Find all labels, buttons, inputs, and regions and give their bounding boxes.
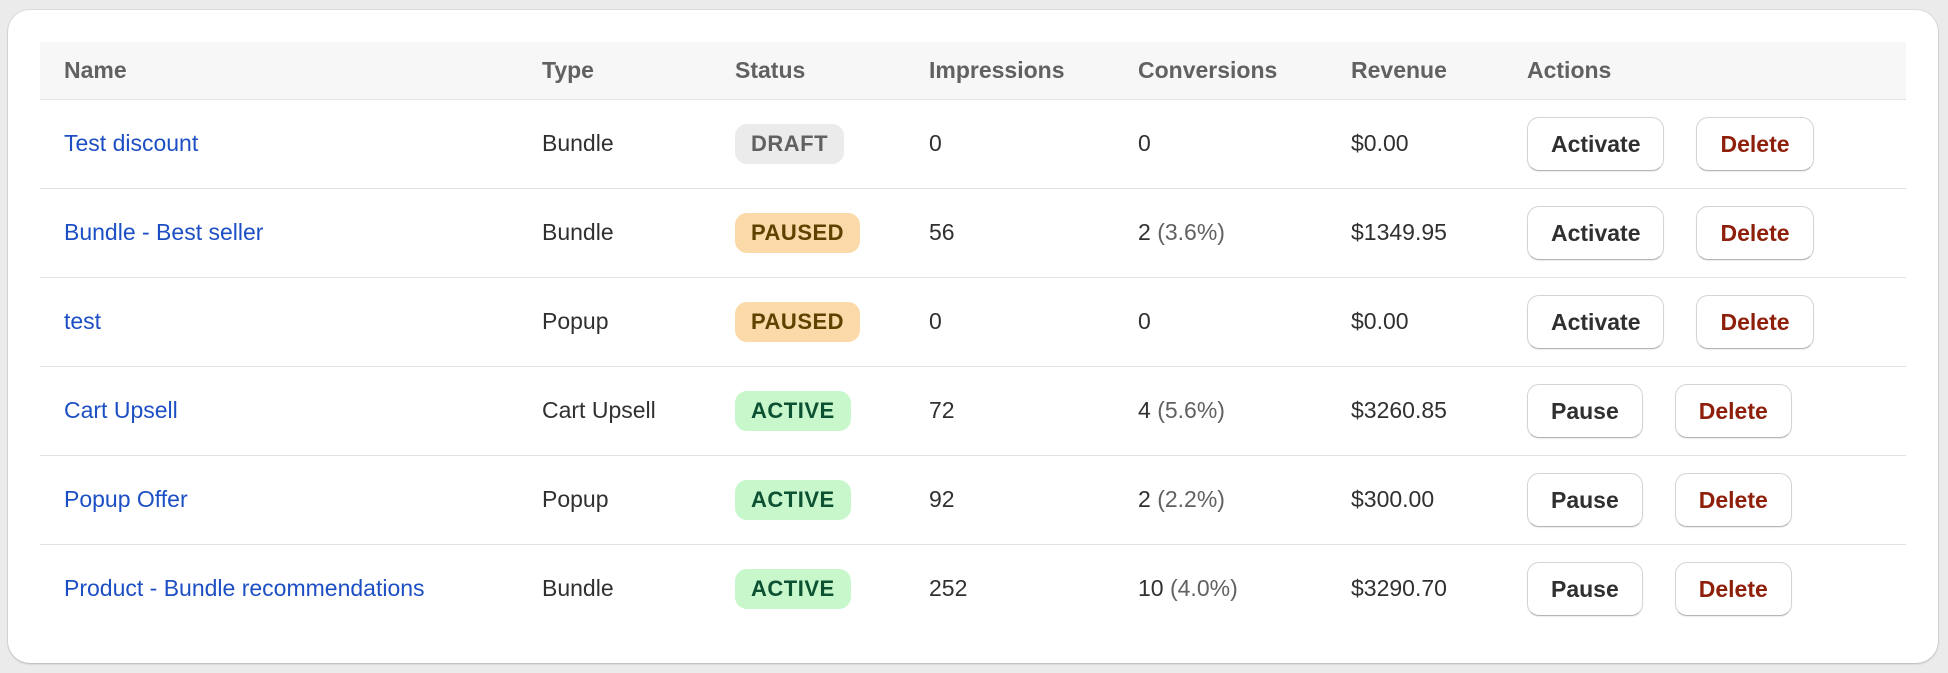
impressions-value: 0 — [929, 277, 1138, 367]
conversion-rate: (3.6%) — [1157, 219, 1225, 245]
conversions-cell: 10 (4.0%) — [1138, 544, 1351, 633]
table-row: Test discount Bundle DRAFT 0 0 $0.00 Act… — [40, 99, 1906, 189]
campaign-name-link[interactable]: Bundle - Best seller — [64, 219, 264, 245]
activate-button[interactable]: Activate — [1527, 116, 1665, 171]
conversions-cell: 2 (2.2%) — [1138, 455, 1351, 545]
conversion-rate: (4.0%) — [1169, 575, 1238, 602]
campaign-type: Bundle — [542, 188, 735, 278]
pause-button[interactable]: Pause — [1527, 383, 1643, 438]
conversions-value: 10 — [1138, 575, 1164, 602]
row-actions: Pause Delete — [1527, 472, 1906, 527]
campaign-name-link[interactable]: Product - Bundle recommendations — [64, 575, 425, 602]
column-header-status[interactable]: Status — [735, 42, 929, 100]
column-header-type[interactable]: Type — [542, 42, 735, 100]
conversions-value: 0 — [1138, 130, 1151, 156]
conversions-cell: 2 (3.6%) — [1138, 188, 1351, 278]
revenue-value: $1349.95 — [1351, 188, 1527, 278]
row-actions: Activate Delete — [1527, 294, 1906, 349]
activate-button[interactable]: Activate — [1527, 205, 1665, 260]
status-badge: PAUSED — [735, 301, 861, 342]
conversion-rate: (2.2%) — [1157, 486, 1225, 512]
column-header-actions: Actions — [1527, 42, 1906, 100]
column-header-name[interactable]: Name — [40, 42, 542, 100]
row-actions: Pause Delete — [1527, 383, 1906, 438]
pause-button[interactable]: Pause — [1527, 472, 1643, 527]
delete-button[interactable]: Delete — [1674, 561, 1792, 616]
campaign-type: Bundle — [542, 99, 735, 189]
delete-button[interactable]: Delete — [1674, 383, 1792, 438]
campaign-name-link[interactable]: test — [64, 308, 102, 334]
column-header-conversions[interactable]: Conversions — [1138, 42, 1351, 100]
conversions-cell: 0 — [1138, 277, 1351, 367]
campaigns-card: Name Type Status Impressions Conversions… — [8, 10, 1938, 663]
conversions-value: 4 — [1138, 397, 1151, 423]
row-actions: Pause Delete — [1527, 561, 1906, 616]
delete-button[interactable]: Delete — [1696, 294, 1814, 349]
conversion-rate: (5.6%) — [1157, 397, 1225, 423]
table-row: Cart Upsell Cart Upsell ACTIVE 72 4 (5.6… — [40, 366, 1906, 456]
table-row: Bundle - Best seller Bundle PAUSED 56 2 … — [40, 188, 1906, 278]
campaign-type: Bundle — [542, 575, 614, 602]
column-header-revenue[interactable]: Revenue — [1351, 42, 1527, 100]
status-badge: DRAFT — [735, 123, 845, 164]
conversions-cell: 4 (5.6%) — [1138, 366, 1351, 456]
column-header-impressions[interactable]: Impressions — [929, 42, 1138, 100]
table-row: test Popup PAUSED 0 0 $0.00 Activate Del… — [40, 277, 1906, 367]
campaign-name-link[interactable]: Popup Offer — [64, 486, 188, 512]
campaign-type: Cart Upsell — [542, 366, 735, 456]
impressions-value: 92 — [929, 455, 1138, 545]
pause-button[interactable]: Pause — [1527, 561, 1643, 616]
conversions-value: 2 — [1138, 486, 1151, 512]
delete-button[interactable]: Delete — [1674, 472, 1792, 527]
status-badge: ACTIVE — [735, 390, 851, 431]
impressions-value: 56 — [929, 188, 1138, 278]
delete-button[interactable]: Delete — [1696, 205, 1814, 260]
conversions-value: 0 — [1138, 308, 1151, 334]
impressions-value: 252 — [929, 575, 968, 602]
revenue-value: $0.00 — [1351, 99, 1527, 189]
delete-button[interactable]: Delete — [1696, 116, 1814, 171]
campaign-type: Popup — [542, 277, 735, 367]
row-actions: Activate Delete — [1527, 116, 1906, 171]
campaign-type: Popup — [542, 455, 735, 545]
campaigns-table: Name Type Status Impressions Conversions… — [40, 42, 1906, 633]
row-actions: Activate Delete — [1527, 205, 1906, 260]
impressions-value: 0 — [929, 99, 1138, 189]
table-row: Popup Offer Popup ACTIVE 92 2 (2.2%) $30… — [40, 455, 1906, 545]
impressions-value: 72 — [929, 366, 1138, 456]
revenue-value: $3260.85 — [1351, 366, 1527, 456]
status-badge: ACTIVE — [735, 568, 851, 609]
table-row: Product - Bundle recommendations Bundle … — [40, 544, 1906, 633]
status-badge: ACTIVE — [735, 479, 851, 520]
revenue-value: $0.00 — [1351, 277, 1527, 367]
revenue-value: $300.00 — [1351, 455, 1527, 545]
campaign-name-link[interactable]: Cart Upsell — [64, 397, 178, 423]
revenue-value: $3290.70 — [1351, 575, 1447, 602]
table-header-row: Name Type Status Impressions Conversions… — [40, 42, 1906, 100]
status-badge: PAUSED — [735, 212, 861, 253]
activate-button[interactable]: Activate — [1527, 294, 1665, 349]
campaign-name-link[interactable]: Test discount — [64, 130, 199, 156]
conversions-value: 2 — [1138, 219, 1151, 245]
conversions-cell: 0 — [1138, 99, 1351, 189]
